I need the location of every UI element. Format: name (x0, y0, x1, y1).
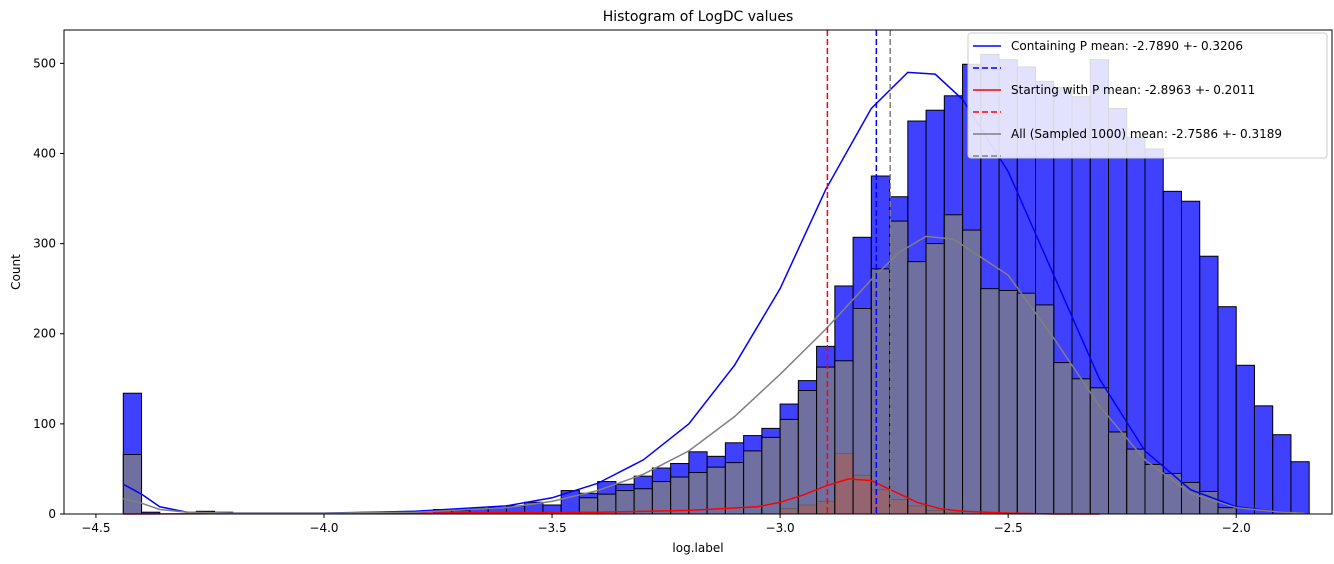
bar (1053, 362, 1073, 515)
bar (743, 450, 763, 515)
bar (633, 488, 653, 515)
bar (962, 229, 982, 515)
x-tick-label: −2.0 (1222, 521, 1251, 535)
x-tick-label: −3.0 (766, 521, 795, 535)
y-tick-label: 500 (33, 56, 56, 70)
y-tick-label: 300 (33, 237, 56, 251)
bar (907, 261, 927, 515)
bar (1016, 292, 1037, 515)
x-tick-label: −4.5 (81, 521, 110, 535)
chart-title: Histogram of LogDC values (603, 9, 794, 25)
x-tick-label: −2.5 (994, 521, 1023, 535)
bar (1199, 255, 1219, 515)
bar (1217, 306, 1237, 515)
x-axis: −4.5 −4.0 −3.5 −3.0 −2.5 −2.0 (81, 514, 1251, 535)
legend-box (967, 32, 1328, 159)
bar (852, 308, 872, 515)
kde-line (123, 478, 1100, 515)
bar (870, 268, 891, 515)
bar (1180, 481, 1201, 515)
bar (998, 289, 1018, 515)
bar (615, 490, 635, 515)
bar (1253, 405, 1274, 515)
bar (889, 220, 909, 515)
x-axis-label: log.label (672, 541, 723, 555)
bar (1035, 304, 1055, 515)
y-tick-label: 100 (33, 417, 56, 431)
bar (1180, 200, 1201, 515)
bar (1108, 431, 1128, 515)
y-tick-label: 400 (33, 146, 56, 160)
bar (1217, 507, 1237, 515)
kde-line (123, 235, 1305, 514)
y-tick-label: 200 (33, 327, 56, 341)
bar (1290, 461, 1310, 515)
bar (1235, 364, 1255, 515)
plot-frame (63, 29, 1333, 515)
bar (122, 454, 143, 515)
x-tick-label: −3.5 (537, 521, 566, 535)
bar (943, 214, 964, 515)
bar (1272, 434, 1292, 515)
bar (925, 243, 945, 515)
y-axis: 0 100 200 300 400 500 (33, 56, 64, 521)
bar (816, 366, 836, 515)
y-axis-label: Count (9, 254, 23, 290)
bar (724, 462, 745, 515)
bar (1126, 448, 1146, 515)
legend: Containing P mean: -2.7890 +- 0.3206 Star… (967, 32, 1328, 159)
bar (980, 288, 1000, 515)
bar (670, 476, 690, 515)
bar (597, 493, 617, 515)
y-tick-label: 0 (48, 507, 56, 521)
bar (834, 360, 854, 515)
x-tick-label: −4.0 (309, 521, 338, 535)
legend-label: Containing P mean: -2.7890 +- 0.3206 (1011, 39, 1243, 53)
legend-label: All (Sampled 1000) mean: -2.7586 +- 0.31… (1011, 127, 1282, 141)
legend-label: Starting with P mean: -2.8963 +- 0.2011 (1011, 83, 1255, 97)
kde-layer (122, 71, 1305, 515)
bar (688, 472, 708, 515)
bar (706, 466, 726, 515)
bar (651, 481, 672, 515)
bar (1071, 378, 1091, 515)
bar (1162, 190, 1182, 515)
